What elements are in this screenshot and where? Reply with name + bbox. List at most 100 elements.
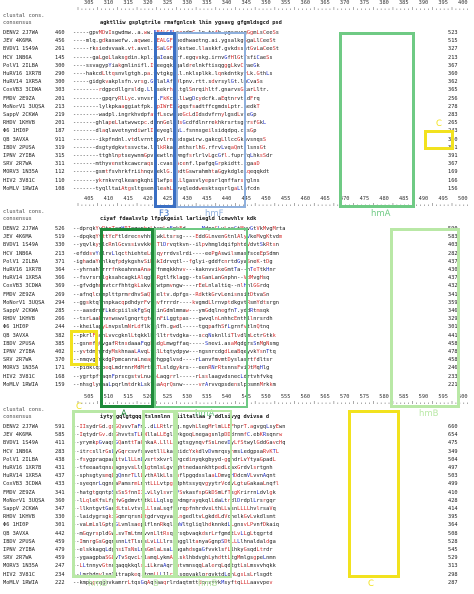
sequence-residues: --yvtdmvgrdyMskhnaaLAvqLfklLtqtydpyw---n… — [73, 349, 276, 355]
alignment-row: HuRV14 1XR5A 366 --fsvrsrnlgksahcagkiAlqgL… — [0, 275, 474, 283]
consensus-sequence: iyty gqlgtgqq tslnnlnn iiiltallaa y ddls… — [100, 414, 270, 420]
sequence-residues: -----gidgkvakplsfn.vrsg.GtlalAfSDlpnv.rt… — [73, 79, 263, 86]
ruler-tick-label: 315 — [123, 0, 133, 6]
sequence-start-position: 330 — [55, 242, 65, 249]
ruler-tick-label: 585 — [398, 394, 409, 400]
sequence-name: HIV2 3V81C — [3, 571, 35, 578]
sequence-end-position: 515 — [448, 38, 458, 45]
clustal-label: clustal cons. — [3, 407, 45, 413]
sequence-start-position: 112 — [55, 169, 65, 176]
ruler-tick-label: 385 — [398, 0, 409, 6]
alignment-row: MORV3 1N35A 171 --pidklqipeqLmdrnnrMdMrtkk… — [0, 365, 474, 373]
sequence-name: SRV 2R7WA — [3, 161, 32, 168]
sequence-start-position: 213 — [55, 103, 65, 110]
sequence-residues: -efddsvYrlrvLlqcthiehteLnsqyrrdvslrdi---… — [73, 250, 279, 257]
sequence-name: IBDV 2PUSA — [3, 538, 35, 545]
sequence-end-position: 410 — [448, 489, 458, 496]
sequence-name: Φ6 1HI0P — [3, 522, 29, 529]
sequence-start-position: 201 — [55, 120, 65, 127]
sequence-start-position: 591 — [55, 424, 65, 430]
sequence-end-position: 359 — [448, 299, 458, 306]
sequence-end-position: 327 — [448, 46, 458, 53]
ruler-tick-label: 325 — [162, 0, 173, 6]
position-ruler: 505 510 515 520 525 530 535 540 545 550 555 560 565 5… — [0, 394, 474, 402]
sequence-end-position: 475 — [448, 440, 458, 447]
sequence-residues: --------ttghlnptseywnmGpvlewtlnaymgfsrlr… — [73, 153, 273, 159]
sequence-end-position: 458 — [448, 340, 458, 347]
sequence-name: RHDV 1KHVB — [3, 120, 35, 127]
sequence-name: CoxVB3 3CDWA — [3, 283, 42, 290]
sequence-start-position: 145 — [55, 54, 65, 61]
alignment-row: JEV 4K6MA 519 --dpqkqYtttYcFtldrecnvhhLlwk… — [0, 234, 474, 242]
sequence-name: DENV2 2J7WA — [3, 30, 39, 36]
ruler-tick-label: 430 — [182, 196, 192, 202]
sequence-start-position: 519 — [55, 234, 65, 241]
ruler-tick-label: 490 — [418, 196, 429, 202]
alignment-row: FMDV 2E9ZA 341 --hatgtgqntpSsSsSfnnIILvLly… — [0, 490, 474, 498]
ruler-ticks — [77, 7, 468, 10]
sequence-residues: --pidklqipeqLmdrnnrMdMrtkkTLsldgykrs---e… — [73, 365, 270, 372]
ruler-tick-label: 410 — [103, 196, 114, 202]
sequence-start-position: 479 — [55, 547, 65, 553]
sequence-name: FMDV 2E9ZA — [3, 291, 35, 298]
ruler-tick-label: 420 — [143, 196, 153, 202]
sequence-name: IBDV 2PUSA — [3, 144, 35, 151]
ruler-tick-label: 535 — [202, 394, 212, 400]
sequence-start-position: 364 — [55, 267, 65, 273]
alignment-row: JEV 4K6MA 585 --IqtydrGv.dsGhvvtsTLkNllaLL… — [0, 432, 474, 440]
sequence-start-position: 330 — [55, 514, 65, 521]
ruler-tick-label: 475 — [359, 196, 370, 202]
sequence-start-position: 234 — [55, 571, 65, 578]
sequence-name: JEV 4K6MA — [3, 38, 32, 45]
ruler-tick-label: 560 — [300, 394, 311, 400]
ruler-tick-label: 340 — [221, 0, 232, 6]
sequence-end-position: 441 — [448, 332, 458, 339]
alignment-row: IBDV 2PUSA 385 --gsnmfqCvgafRtnsdaaaFqgLad… — [0, 341, 474, 349]
alignment-row: MoNorV1 3UQSA 360 --lLqleKfsLfgHvGgdmvtttk… — [0, 498, 474, 506]
alignment-row: Φ6 1HI0P 301 --vaLmLslGptgGLvmlsaeplflnnRk… — [0, 522, 474, 530]
sequence-end-position: 233 — [448, 373, 458, 380]
motif-box — [339, 32, 415, 208]
alignment-row: MoMLV 1RWIA 222 --kmpqgcqgnvkamrrLtqsGqAqn… — [0, 580, 474, 588]
sequence-end-position: 583 — [448, 234, 458, 241]
alignment-row: FMDV 2E9ZA 269 --afnqlcqmplttprmrdhvSaQlee… — [0, 292, 474, 300]
sequence-end-position: 367 — [448, 62, 458, 69]
ruler-tick-label: 415 — [123, 196, 133, 202]
sequence-name: QB 3AVXA — [3, 332, 29, 339]
ruler-tick-label: 480 — [379, 196, 389, 202]
sequence-name: IBDV 2PUSA — [3, 340, 35, 347]
sequence-residues: --IqtydrGv.dsGhvvtsTLkNllaLLEgl.vkgoqLne… — [73, 432, 283, 439]
sequence-residues: --yrymkpGvaqsGQanttTaQnkaA.LllLpagtsgynq… — [73, 440, 286, 447]
ruler-tick-label: 485 — [398, 196, 409, 202]
sequence-start-position: 402 — [55, 349, 65, 355]
alignment-row: QB 3AVXA 382 --pkrlFaqnLvvcgknlLtqkklkrllt… — [0, 333, 474, 341]
ruler-tick-label: 600 — [458, 394, 468, 400]
sequence-residues: --fsygpraqpaaitvLlLLnLvsrtxkvrlLygcdinyq… — [73, 456, 276, 463]
motif-box — [70, 330, 98, 366]
sequence-residues: -------dlaqlavetnyndiwrlIkeyegl.wL.fsnns… — [73, 128, 257, 135]
sequence-start-position: 411 — [55, 440, 65, 447]
alignment-row: HuRV16 1XR7B 431 --tfeeaatqnsaagnyvsLlnlgt… — [0, 465, 474, 473]
sequence-name: BVDV1 1S49A — [3, 46, 39, 53]
sequence-start-position: 110 — [55, 177, 65, 184]
sequence-name: PolV1 2ILBA — [3, 258, 39, 265]
sequence-start-position: 456 — [55, 38, 65, 45]
ruler-tick-label: 530 — [182, 394, 192, 400]
sequence-name: RHDV 1KHVB — [3, 514, 35, 521]
sequence-residues: --gfvdghnmvtcrfhhtgkLskvLrwtpmvngw----rE… — [73, 283, 270, 290]
sequence-end-position: 213 — [448, 54, 458, 61]
alignment-row: HIV2 3V81C 110 -------ykrnkvrqlkeangkqhicl… — [0, 178, 474, 186]
alignment-row: HuRV14 1XR5A 300 -----gidgkvakplsfn.vrsg.G… — [0, 79, 474, 87]
ruler-tick-label: 380 — [379, 0, 389, 6]
sequence-name: SappV 2CKWA — [3, 112, 39, 118]
sequence-start-position: 371 — [55, 258, 65, 265]
sequence-end-position: 528 — [448, 538, 458, 545]
sequence-name: IPNV 2YIBA — [3, 547, 35, 553]
sequence-residues: --Lmrhdgvlsqlitrapkeq.tqmLLLllrgisggvakl… — [73, 571, 273, 578]
sequence-start-position: 283 — [55, 448, 65, 455]
sequence-end-position: 432 — [448, 283, 458, 290]
sequence-residues: --vaLmLslGptgGLvmlsaeplflnnRkqlshWltgliq… — [73, 522, 279, 529]
sequence-name: HIV2 3V81C — [3, 373, 35, 380]
sequence-start-position: 442 — [55, 530, 65, 537]
sequence-name: MoNorV1 3UQSA — [3, 299, 45, 306]
